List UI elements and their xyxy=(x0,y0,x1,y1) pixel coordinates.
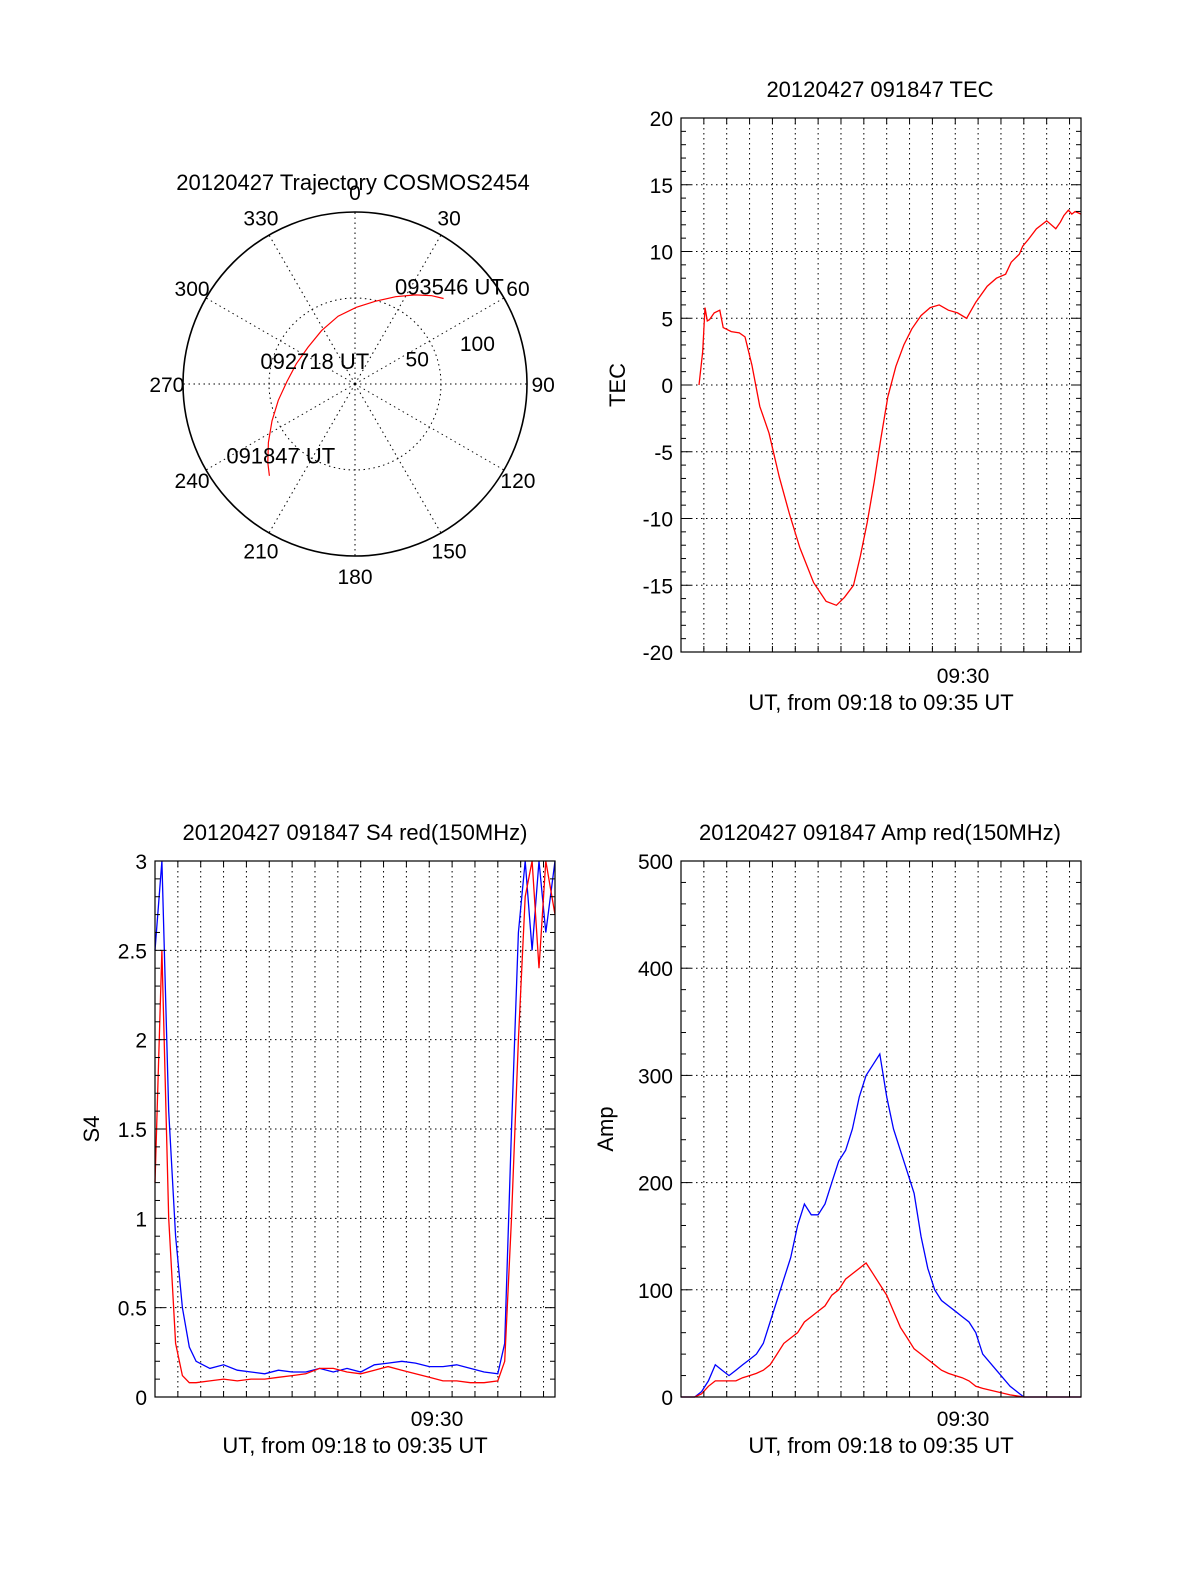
tec-minor-ticks xyxy=(680,117,1081,653)
amp-ytick-label-2: 300 xyxy=(638,1065,673,1088)
amp-ytick-label-3: 200 xyxy=(638,1173,673,1196)
amp-ytick-label-1: 400 xyxy=(638,958,673,981)
polar-spoke-210 xyxy=(268,383,356,534)
polar-spoke-60 xyxy=(354,297,505,385)
tec-ytick-label-6: -10 xyxy=(643,509,673,532)
amp-title: 20120427 091847 Amp red(150MHz) xyxy=(699,820,1061,845)
tec-ytick-label-3: 5 xyxy=(661,308,673,331)
tec-grid xyxy=(681,118,1081,652)
azimuth-label-240: 240 xyxy=(175,470,210,493)
tec-ytick-label-8: -20 xyxy=(643,642,673,665)
azimuth-label-60: 60 xyxy=(506,278,529,301)
radius-label-50: 50 xyxy=(406,349,429,372)
azimuth-label-180: 180 xyxy=(337,566,372,589)
tec-ytick-label-5: -5 xyxy=(654,442,673,465)
s4-y-tick-labels: 3 2.5 2 1.5 1 0.5 0 xyxy=(118,851,147,1410)
tec-plot: 20120427 091847 TEC 20151050-5-10-15-20 … xyxy=(605,77,1082,715)
azimuth-label-330: 330 xyxy=(243,208,278,231)
amp-ytick-label-4: 100 xyxy=(638,1280,673,1303)
amp-ytick-label-5: 0 xyxy=(661,1387,673,1410)
tec-x-tick-label: 09:30 xyxy=(937,665,990,688)
track-annotation-0: 093546 UT xyxy=(395,274,504,299)
azimuth-label-270: 270 xyxy=(149,374,184,397)
amp-axes-frame xyxy=(680,860,1082,1398)
s4-ytick-label-1: 2.5 xyxy=(118,940,147,963)
azimuth-label-300: 300 xyxy=(175,278,210,301)
amp-series-line-1 xyxy=(681,1262,1081,1398)
s4-ytick-label-0: 3 xyxy=(135,851,147,874)
polar-outer-circle xyxy=(182,211,528,557)
azimuth-label-90: 90 xyxy=(531,374,554,397)
amp-minor-ticks xyxy=(680,860,1081,1398)
s4-ytick-label-4: 1 xyxy=(135,1208,147,1231)
s4-minor-ticks xyxy=(154,860,555,1398)
amp-x-tick-label: 09:30 xyxy=(937,1408,990,1431)
tec-title: 20120427 091847 TEC xyxy=(766,77,993,102)
polar-title: 20120427 Trajectory COSMOS2454 xyxy=(176,170,529,195)
s4-series xyxy=(154,860,556,1384)
amp-grid xyxy=(681,861,1081,1397)
polar-spoke-120 xyxy=(354,383,505,471)
tec-ytick-label-2: 10 xyxy=(650,242,673,265)
azimuth-label-0: 0 xyxy=(349,182,361,205)
tec-ytick-label-0: 20 xyxy=(650,108,673,131)
tec-series-line-0 xyxy=(698,209,1082,607)
tec-ytick-label-7: -15 xyxy=(643,575,673,598)
amp-plot: 20120427 091847 Amp red(150MHz) 500 400 30… xyxy=(593,820,1082,1458)
azimuth-label-210: 210 xyxy=(243,540,278,563)
radius-label-100: 100 xyxy=(460,333,495,356)
s4-grid xyxy=(155,861,555,1397)
polar-trajectory-plot: 20120427 Trajectory COSMOS2454 0 30 60 90 12… xyxy=(149,170,555,589)
azimuth-label-120: 120 xyxy=(500,470,535,493)
azimuth-label-30: 30 xyxy=(437,208,460,231)
s4-series-line-0 xyxy=(154,860,556,1375)
amp-y-tick-labels: 500 400 300 200 100 0 xyxy=(638,851,673,1410)
tec-series xyxy=(698,209,1082,607)
tec-y-tick-labels: 20 15 10 5 0 -5 -10 -15 -20 xyxy=(643,108,673,665)
azimuth-label-150: 150 xyxy=(432,540,467,563)
s4-title: 20120427 091847 S4 red(150MHz) xyxy=(183,820,528,845)
polar-radius-labels: 50 100 xyxy=(406,333,495,371)
amp-series xyxy=(681,1052,1081,1398)
s4-series-line-1 xyxy=(154,860,556,1384)
tec-ytick-label-4: 0 xyxy=(661,375,673,398)
amp-y-label: Amp xyxy=(593,1106,618,1151)
tec-y-label: TEC xyxy=(605,363,630,407)
s4-ytick-label-3: 1.5 xyxy=(118,1119,147,1142)
track-annotation-2: 091847 UT xyxy=(226,444,335,469)
tec-x-label: UT, from 09:18 to 09:35 UT xyxy=(748,690,1013,715)
tec-ytick-label-1: 15 xyxy=(650,175,673,198)
satellite-track xyxy=(267,294,444,476)
s4-ytick-label-5: 0.5 xyxy=(118,1298,147,1321)
polar-azimuth-labels: 0 30 60 90 120 150 180 210 240 270 300 330 xyxy=(149,182,555,589)
s4-ytick-label-6: 0 xyxy=(135,1387,147,1410)
s4-y-label: S4 xyxy=(79,1116,104,1143)
s4-x-label: UT, from 09:18 to 09:35 UT xyxy=(222,1433,487,1458)
polar-spoke-240 xyxy=(205,383,356,471)
track-annotation-1: 092718 UT xyxy=(260,349,369,374)
polar-spoke-330 xyxy=(268,234,356,385)
track-time-annotations: 093546 UT 092718 UT 091847 UT xyxy=(226,274,503,468)
polar-grid xyxy=(182,211,528,557)
amp-series-line-0 xyxy=(681,1052,1081,1398)
amp-ytick-label-0: 500 xyxy=(638,851,673,874)
s4-x-tick-label: 09:30 xyxy=(411,1408,464,1431)
amp-x-label: UT, from 09:18 to 09:35 UT xyxy=(748,1433,1013,1458)
polar-spoke-30 xyxy=(354,234,442,385)
polar-spoke-150 xyxy=(354,383,442,534)
s4-plot: 20120427 091847 S4 red(150MHz) 3 2.5 2 1.5 1… xyxy=(79,820,556,1458)
polar-spoke-300 xyxy=(205,297,356,385)
s4-ytick-label-2: 2 xyxy=(135,1030,147,1053)
